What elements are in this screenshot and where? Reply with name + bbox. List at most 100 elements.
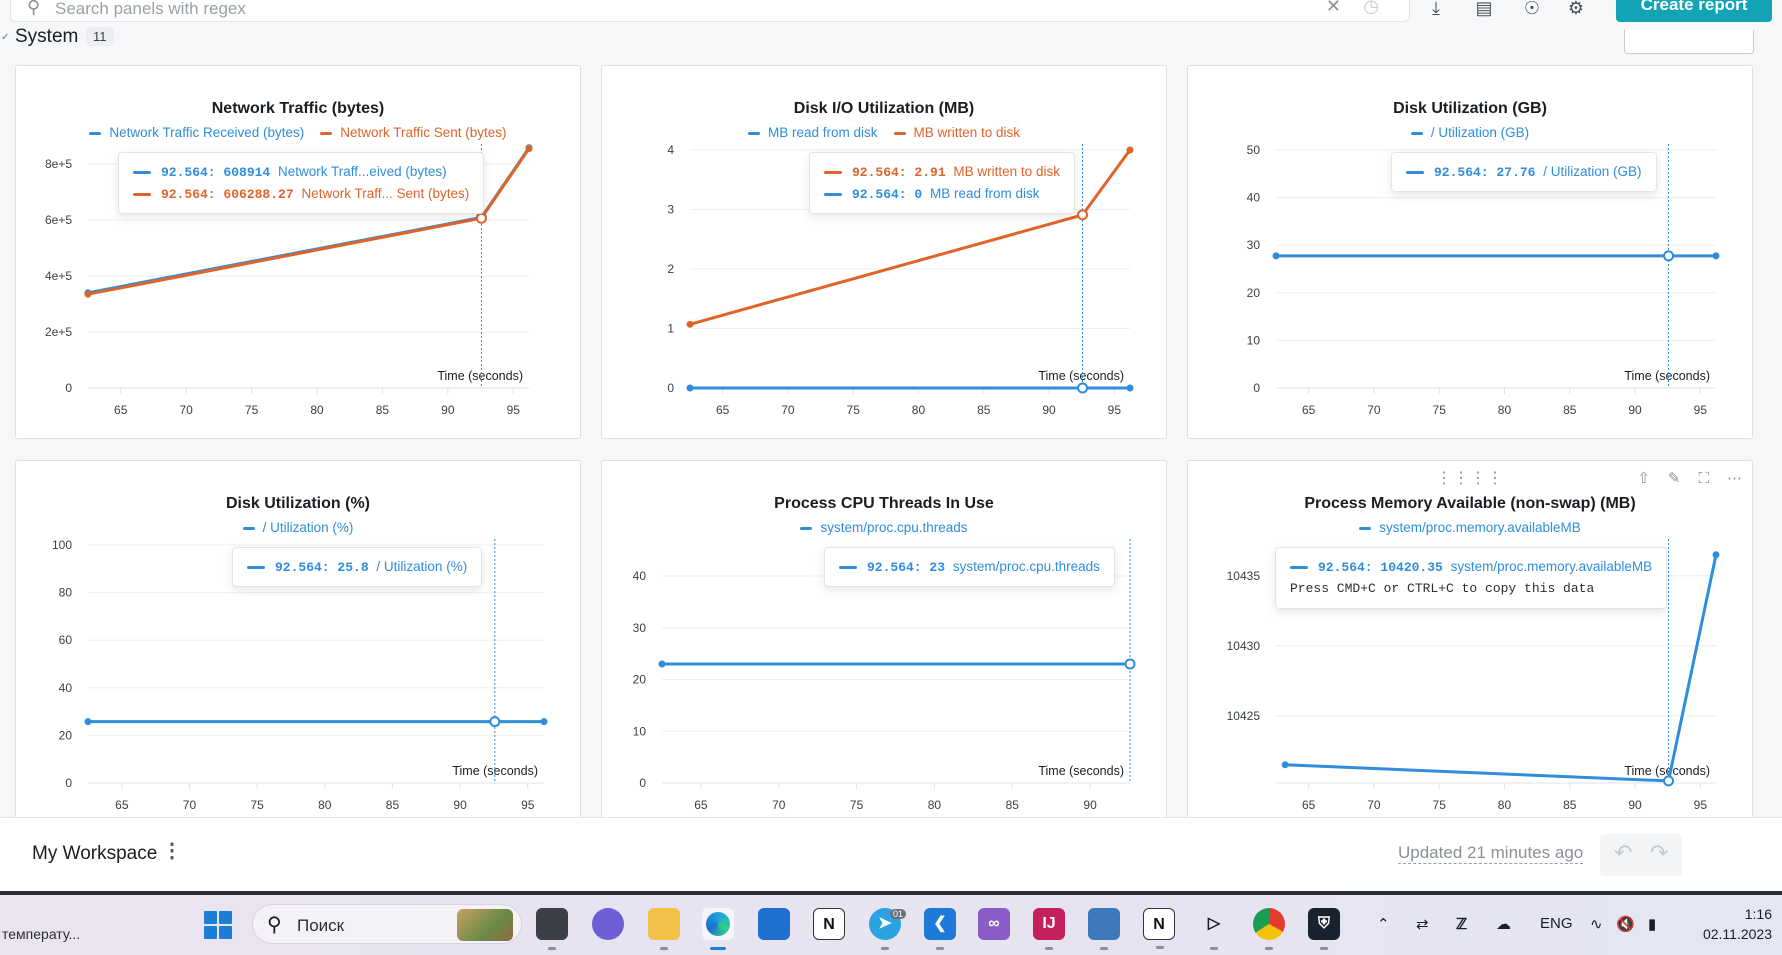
hover-point xyxy=(1663,250,1675,262)
shield-vpn-icon[interactable]: ⛨ xyxy=(1308,908,1340,950)
chart-panel-disk-utilization-pct[interactable]: Disk Utilization (%) / Utilization (%) 0 20… xyxy=(15,460,581,820)
legend-item[interactable]: system/proc.memory.availableMB xyxy=(1359,520,1581,535)
legend-item[interactable]: Network Traffic Sent (bytes) xyxy=(320,125,507,140)
legend-label: / Utilization (%) xyxy=(262,520,354,535)
tooltip-row: 92.564: 27.76 / Utilization (GB) xyxy=(1406,161,1642,183)
tooltip-swatch xyxy=(1290,565,1308,569)
x-tick-label: 75 xyxy=(245,403,259,417)
y-tick-label: 4e+5 xyxy=(45,269,72,283)
visual-studio-icon[interactable]: ∞ xyxy=(978,908,1010,940)
wifi-icon[interactable]: ∿ xyxy=(1590,916,1603,933)
system-clock[interactable]: 1:16 02.11.2023 xyxy=(1690,904,1772,944)
download-icon[interactable]: ⤓ xyxy=(1432,0,1440,18)
chart-panel-network-traffic[interactable]: Network Traffic (bytes) Network Traffic R… xyxy=(15,65,581,439)
updated-timestamp[interactable]: Updated 21 minutes ago xyxy=(1398,843,1584,864)
y-tick-label: 40 xyxy=(633,569,647,583)
edit-icon[interactable]: ✎ xyxy=(1667,470,1681,487)
chart-panel-memory-available[interactable]: ⋮⋮⋮⋮ ⇧ ✎ ⛶ ⋯ Process Memory Available (non-… xyxy=(1187,460,1753,820)
legend-swatch xyxy=(800,526,813,530)
tooltip-value: 92.564: 606288.27 xyxy=(161,187,302,202)
mute-icon[interactable]: 🔇 xyxy=(1616,916,1635,933)
redo-icon[interactable]: ↷ xyxy=(1650,840,1669,865)
legend-item[interactable]: / Utilization (%) xyxy=(242,520,354,535)
x-tick-label: 90 xyxy=(1083,798,1097,812)
data-point xyxy=(84,290,92,298)
line-chart[interactable]: 0 10 20 30 40 50 65 70 75 80 85 90 95 Time (seconds) xyxy=(1188,66,1752,438)
cloud-icon[interactable]: ☁ xyxy=(1496,916,1511,933)
line-chart[interactable]: 0 1 2 3 4 65 70 75 80 85 90 95 Time (seconds) xyxy=(602,66,1166,438)
tooltip-swatch xyxy=(247,565,265,569)
y-tick-label: 4 xyxy=(667,143,674,157)
stack-icon[interactable]: ▤ xyxy=(1475,0,1493,18)
chart-panel-disk-utilization-gb[interactable]: Disk Utilization (GB) / Utilization (GB) 0… xyxy=(1187,65,1753,439)
cursor-app-icon[interactable]: ▷ xyxy=(1198,908,1230,950)
create-report-button[interactable]: Create report xyxy=(1616,0,1772,22)
chart-legend: MB read from disk MB written to disk xyxy=(602,125,1166,140)
tooltip-value: 92.564: 608914 xyxy=(161,165,279,180)
line-chart[interactable]: 0 10 20 30 40 65 70 75 80 85 90 Time (seconds) xyxy=(602,461,1166,819)
hover-point xyxy=(1077,209,1089,221)
y-tick-label: 10 xyxy=(633,724,647,738)
vscode-icon[interactable]: ❮ xyxy=(924,908,956,950)
meter-icon[interactable]: ℤ xyxy=(1456,916,1468,933)
more-icon[interactable]: ⋯ xyxy=(1727,470,1742,487)
task-view-icon[interactable] xyxy=(536,908,568,950)
store-icon[interactable] xyxy=(758,908,790,940)
notion-icon[interactable]: N xyxy=(813,908,845,940)
search-input[interactable]: Search panels with regex xyxy=(55,0,246,18)
workspace-bar: My Workspace ⋮ Updated 21 minutes ago ↶ … xyxy=(0,817,1782,891)
export-icon[interactable]: ⇧ xyxy=(1637,470,1650,487)
y-tick-label: 100 xyxy=(52,538,72,552)
workspace-name[interactable]: My Workspace xyxy=(32,843,158,864)
tooltip-swatch xyxy=(839,565,857,569)
windows-start-icon[interactable] xyxy=(204,911,232,939)
chevron-up-icon[interactable]: ⌃ xyxy=(1377,916,1390,933)
tooltip-row: 92.564: 25.8 / Utilization (%) xyxy=(247,556,467,578)
fullscreen-icon[interactable]: ⛶ xyxy=(1698,470,1709,487)
clear-icon[interactable]: ✕ xyxy=(1325,0,1341,16)
tooltip-value: 92.564: 27.76 xyxy=(1434,165,1544,180)
language-indicator[interactable]: ENG xyxy=(1540,915,1573,932)
x-tick-label: 85 xyxy=(386,798,400,812)
undo-icon[interactable]: ↶ xyxy=(1614,840,1633,865)
gear-icon[interactable]: ⚙ xyxy=(1567,0,1585,18)
y-tick-label: 20 xyxy=(1247,286,1261,300)
y-tick-label: 60 xyxy=(59,633,73,647)
section-add-panel-button[interactable] xyxy=(1624,30,1754,54)
file-explorer-icon[interactable] xyxy=(648,908,680,950)
chart-panel-disk-io[interactable]: Disk I/O Utilization (MB) MB read from di… xyxy=(601,65,1167,439)
sync-icon[interactable]: ⇄ xyxy=(1416,916,1429,933)
legend-item[interactable]: system/proc.cpu.threads xyxy=(800,520,968,535)
panel-search[interactable]: ⚲ Search panels with regex ✕ ◷ xyxy=(10,0,1410,22)
drag-handle-icon[interactable]: ⋮⋮⋮⋮ xyxy=(1436,470,1504,487)
share-nodes-icon[interactable]: ☉ xyxy=(1523,0,1541,18)
search-icon: ⚲ xyxy=(27,0,41,17)
taskbar-search[interactable]: ⚲ Поиск xyxy=(252,904,522,944)
y-tick-label: 3 xyxy=(667,203,674,217)
chevron-down-icon[interactable]: ✓ xyxy=(1,32,10,43)
notion-icon-2[interactable]: N xyxy=(1143,908,1175,949)
y-tick-label: 2e+5 xyxy=(45,325,72,339)
chart-panel-cpu-threads[interactable]: Process CPU Threads In Use system/proc.cp… xyxy=(601,460,1167,820)
weather-widget[interactable]: температу... xyxy=(2,926,81,942)
legend-item[interactable]: / Utilization (GB) xyxy=(1410,125,1529,140)
chrome-icon[interactable] xyxy=(1253,908,1285,950)
battery-icon[interactable]: ▮ xyxy=(1648,916,1657,933)
chart-tooltip: 92.564: 25.8 / Utilization (%) xyxy=(232,547,483,587)
chart-tooltip: 92.564: 27.76 / Utilization (GB) xyxy=(1391,152,1657,192)
python-icon[interactable] xyxy=(1088,908,1120,950)
legend-item[interactable]: MB read from disk xyxy=(747,125,878,140)
line-chart[interactable]: 10425 10430 10435 65 70 75 80 85 90 95 Time (secon… xyxy=(1188,461,1752,819)
edge-browser-icon[interactable] xyxy=(702,908,734,950)
data-point xyxy=(84,718,92,726)
x-tick-label: 75 xyxy=(1433,798,1447,812)
line-chart[interactable]: 0 2e+5 4e+5 6e+5 8e+5 65 70 75 80 85 90 95 Time (sec… xyxy=(16,66,580,438)
intellij-icon[interactable]: IJ xyxy=(1033,908,1065,950)
legend-item[interactable]: Network Traffic Received (bytes) xyxy=(89,125,304,140)
y-tick-label: 0 xyxy=(1253,381,1260,395)
kebab-menu-icon[interactable]: ⋮ xyxy=(162,840,182,862)
legend-item[interactable]: MB written to disk xyxy=(893,125,1020,140)
teams-chat-icon[interactable] xyxy=(592,908,624,940)
history-icon[interactable]: ◷ xyxy=(1363,0,1379,16)
